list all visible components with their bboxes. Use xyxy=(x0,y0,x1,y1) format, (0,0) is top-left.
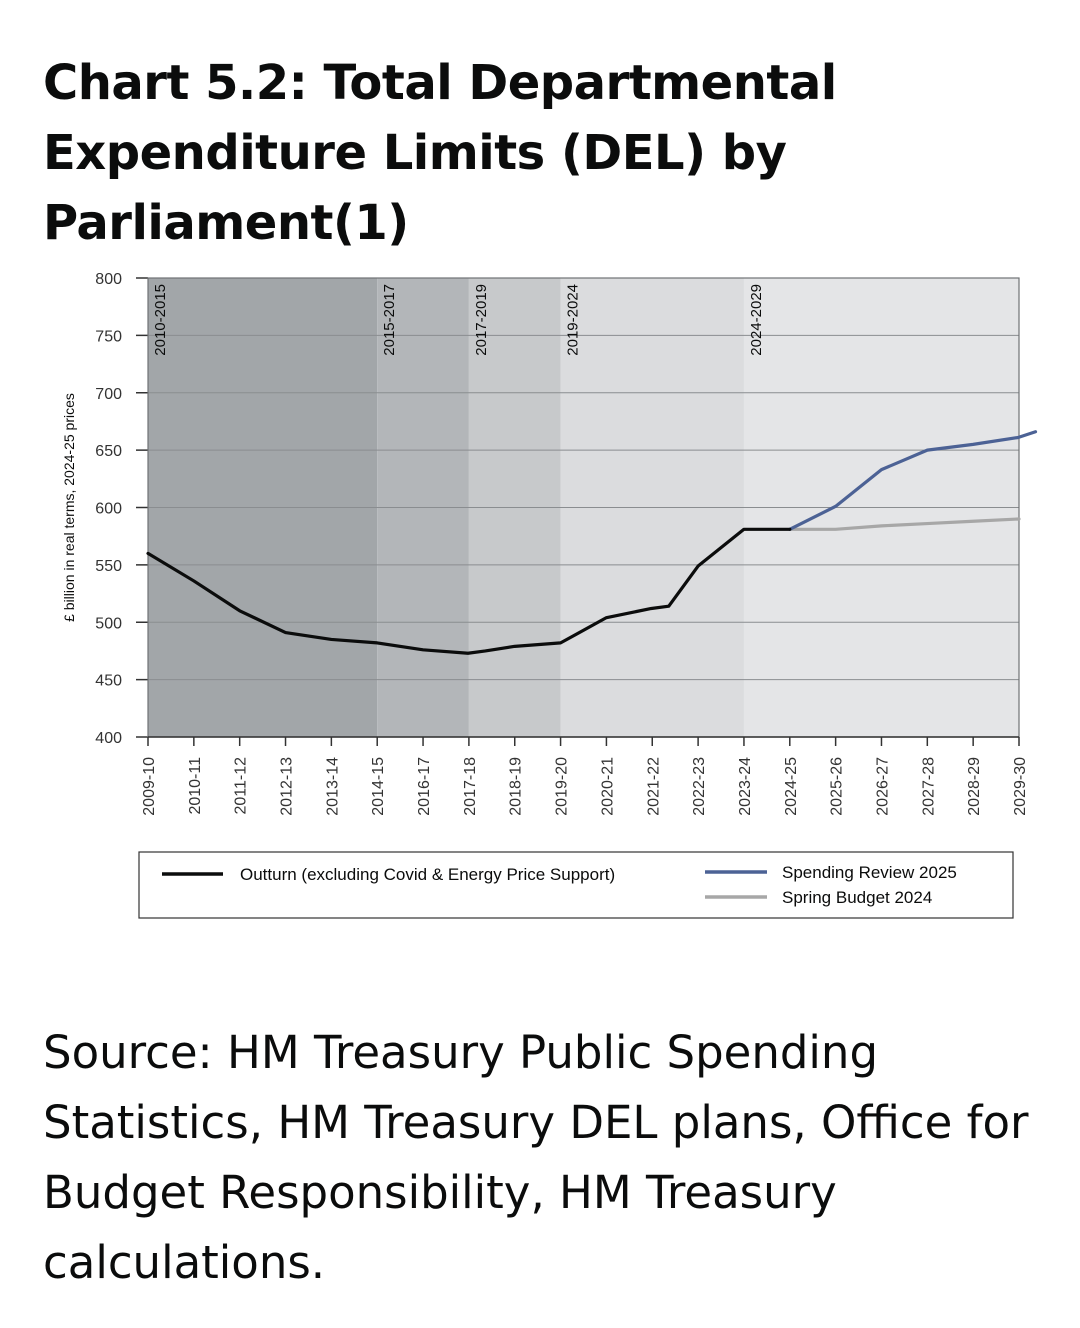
x-tick-label: 2009-10 xyxy=(141,757,158,816)
x-tick-label: 2021-22 xyxy=(645,757,662,816)
x-tick-label: 2018-19 xyxy=(508,757,525,816)
x-tick-label: 2022-23 xyxy=(691,757,708,816)
series-line xyxy=(146,527,792,655)
x-tick-label: 2010-11 xyxy=(187,757,204,815)
parliament-label: 2017-2019 xyxy=(473,284,490,356)
y-tick-label: 750 xyxy=(95,328,122,345)
x-tick-label: 2028-29 xyxy=(966,757,983,816)
x-tick-label: 2023-24 xyxy=(737,757,754,816)
chart: 400 450 500 550 600 650 700 750 800 2010-2015 2015… xyxy=(0,260,1080,930)
parliament-label: 2015-2017 xyxy=(381,284,398,356)
x-tick-label: 2019-20 xyxy=(554,757,571,816)
x-tick-label: 2011-12 xyxy=(233,757,250,815)
series-line xyxy=(788,517,1021,531)
x-tick-label: 2016-17 xyxy=(416,757,433,816)
x-tick-label: 2024-25 xyxy=(783,757,800,816)
x-tick-label: 2026-27 xyxy=(874,757,891,816)
y-tick-label: 600 xyxy=(95,501,122,518)
legend-label: Outturn (excluding Covid & Energy Price … xyxy=(240,865,615,884)
series-line xyxy=(788,430,1038,531)
legend-label: Spending Review 2025 xyxy=(782,863,957,882)
y-tick-label: 800 xyxy=(95,271,122,288)
parliament-label: 2019-2024 xyxy=(565,284,582,356)
y-tick-label: 650 xyxy=(95,443,122,460)
x-tick-label: 2020-21 xyxy=(599,757,616,816)
y-tick-label: 400 xyxy=(95,730,122,747)
x-tick-label: 2017-18 xyxy=(462,757,479,816)
line-chart: 400 450 500 550 600 650 700 750 800 2010-2015 2015… xyxy=(61,271,1038,919)
source-note: Source: HM Treasury Public Spending Stat… xyxy=(43,1026,1029,1289)
y-axis-label: £ billion in real terms, 2024-25 prices xyxy=(61,393,77,622)
x-tick-label: 2012-13 xyxy=(279,757,296,816)
parliament-label: 2010-2015 xyxy=(152,284,169,356)
y-tick-label: 550 xyxy=(95,558,122,575)
y-tick-label: 450 xyxy=(95,673,122,690)
x-tick-label: 2013-14 xyxy=(324,757,341,816)
x-tick-label: 2027-28 xyxy=(920,757,937,816)
parliament-label: 2024-2029 xyxy=(748,284,765,356)
x-tick-label: 2014-15 xyxy=(370,757,387,816)
x-tick-label: 2025-26 xyxy=(829,757,846,816)
y-tick-label: 700 xyxy=(95,386,122,403)
y-tick-label: 500 xyxy=(95,615,122,632)
legend-label: Spring Budget 2024 xyxy=(782,888,932,907)
legend-box xyxy=(138,851,1014,919)
x-tick-label: 2029-30 xyxy=(1012,757,1029,816)
chart-title: Chart 5.2: Total Departmental Expenditur… xyxy=(43,55,837,251)
